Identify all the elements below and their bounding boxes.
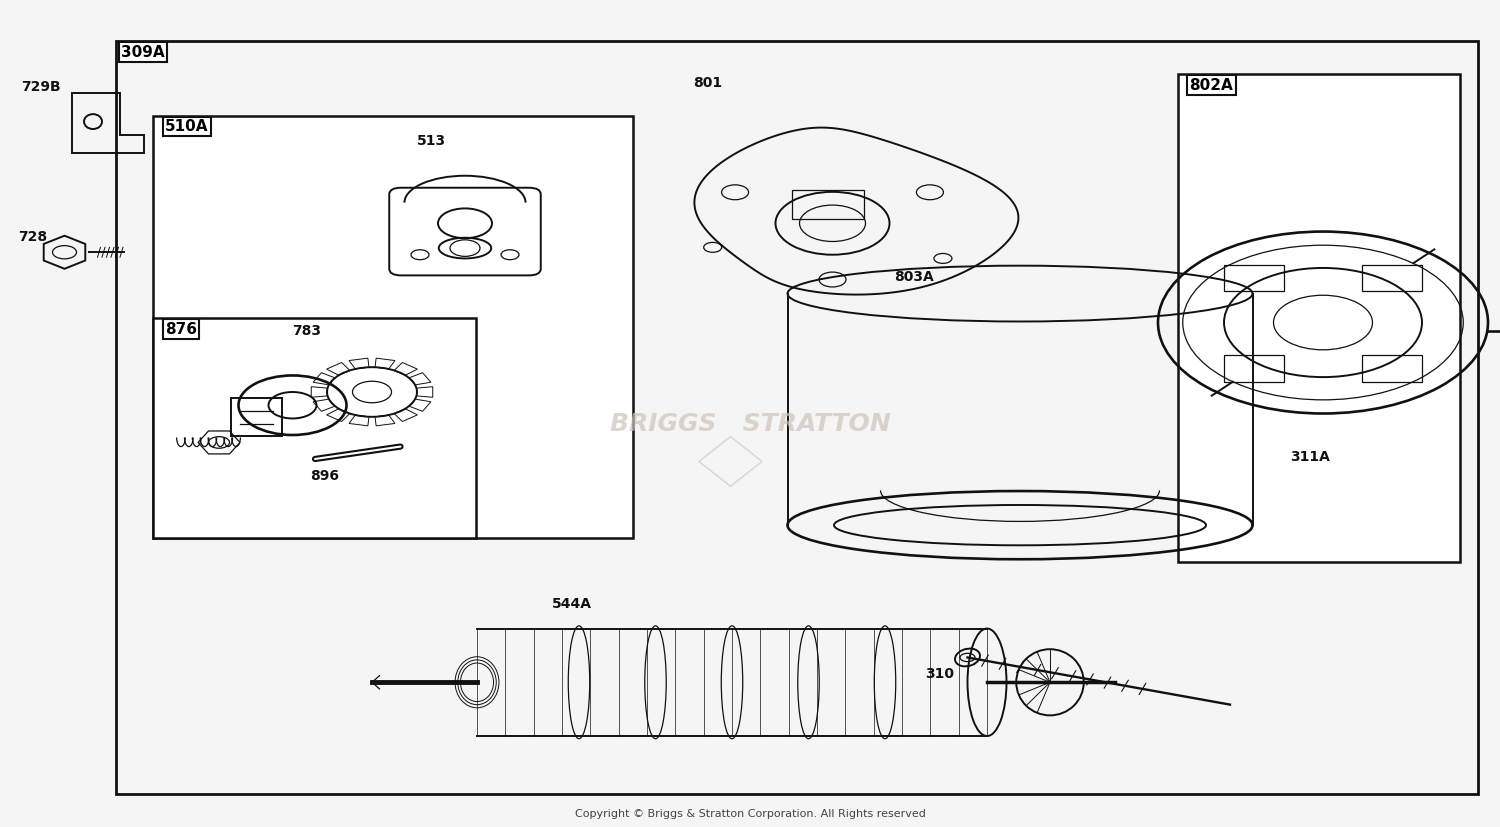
Text: 309A: 309A xyxy=(122,45,165,60)
Text: 311A: 311A xyxy=(1290,450,1330,463)
Text: 728: 728 xyxy=(18,231,46,244)
Text: 510A: 510A xyxy=(165,119,209,134)
Text: 802A: 802A xyxy=(1190,78,1233,93)
Bar xyxy=(153,116,633,538)
Bar xyxy=(153,318,476,538)
Bar xyxy=(1178,74,1460,562)
Text: 803A: 803A xyxy=(894,270,933,284)
Text: 801: 801 xyxy=(693,76,722,89)
Text: Copyright © Briggs & Stratton Corporation. All Rights reserved: Copyright © Briggs & Stratton Corporatio… xyxy=(574,809,926,819)
Text: BRIGGS   STRATTON: BRIGGS STRATTON xyxy=(609,412,891,437)
Bar xyxy=(792,190,864,219)
Text: 310: 310 xyxy=(926,667,954,681)
Text: 544A: 544A xyxy=(552,597,592,610)
Text: 783: 783 xyxy=(292,324,321,337)
Text: 513: 513 xyxy=(417,134,446,147)
Text: 896: 896 xyxy=(310,469,339,482)
Text: 729B: 729B xyxy=(21,80,60,93)
Text: 876: 876 xyxy=(165,322,196,337)
